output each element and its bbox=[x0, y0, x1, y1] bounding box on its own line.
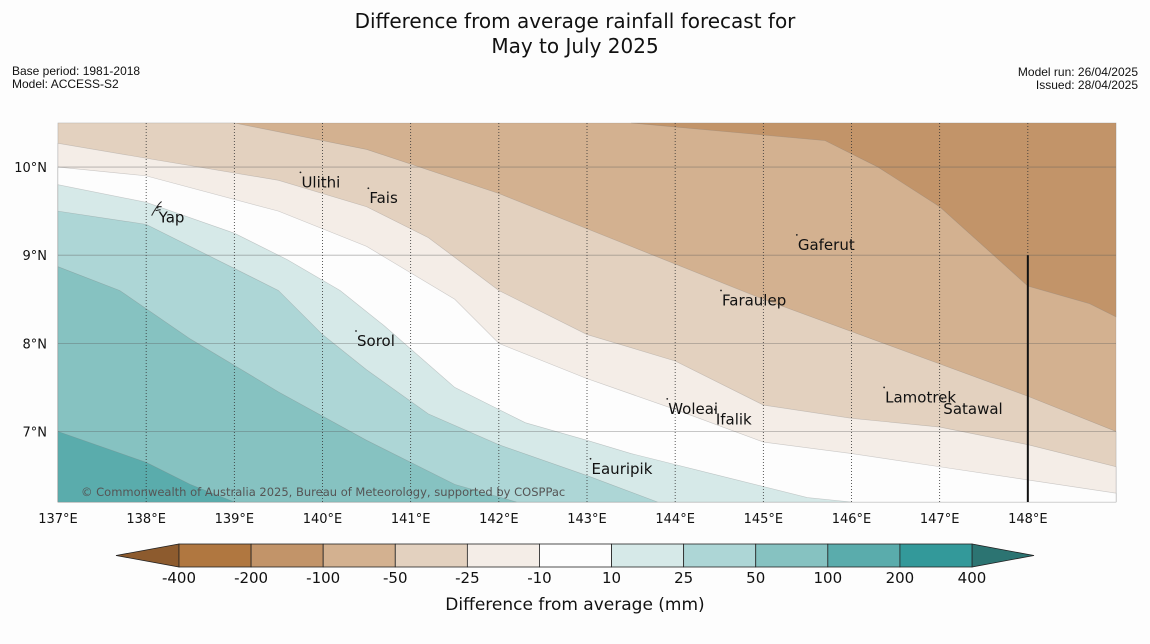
island-label: Woleai bbox=[668, 400, 718, 418]
longitude-tick-label: 138°E bbox=[126, 512, 166, 527]
colorbar-tick-label: 200 bbox=[886, 569, 915, 587]
colorbar-cell bbox=[250, 543, 324, 568]
longitude-tick-label: 143°E bbox=[567, 512, 607, 527]
colorbar-tick-label: 100 bbox=[813, 569, 842, 587]
colorbar-tick-label: -50 bbox=[383, 569, 408, 587]
meta-left: Base period: 1981-2018 Model: ACCESS-S2 bbox=[12, 65, 140, 91]
latitude-tick-label: 9°N bbox=[23, 249, 48, 264]
colorbar-tick-label: 400 bbox=[958, 569, 987, 587]
colorbar-cell bbox=[394, 543, 468, 568]
island-label: Gaferut bbox=[798, 236, 855, 254]
island-marker bbox=[367, 187, 370, 190]
colorbar-tick-label: -100 bbox=[306, 569, 340, 587]
copyright-text: © Commonwealth of Australia 2025, Bureau… bbox=[81, 485, 565, 499]
island-marker bbox=[941, 397, 944, 400]
issued-text: Issued: 28/04/2025 bbox=[1035, 78, 1138, 92]
latitude-tick-label: 10°N bbox=[14, 161, 47, 176]
colorbar-cell bbox=[755, 543, 829, 568]
colorbar-tick-label: 10 bbox=[602, 569, 621, 587]
longitude-tick-label: 146°E bbox=[832, 512, 872, 527]
colorbar-cell bbox=[539, 543, 612, 568]
colorbar-cell bbox=[899, 543, 973, 568]
colorbar-cell bbox=[827, 543, 901, 568]
island-label: Ifalik bbox=[716, 410, 752, 428]
longitude-tick-label: 141°E bbox=[391, 512, 431, 527]
island-label: Lamotrek bbox=[885, 388, 956, 406]
longitude-tick-label: 148°E bbox=[1008, 512, 1048, 527]
colorbar-tick-label: -25 bbox=[455, 569, 480, 587]
contour-band-7 bbox=[57, 431, 235, 503]
latitude-tick-label: 8°N bbox=[23, 337, 48, 352]
model-text: Model: ACCESS-S2 bbox=[12, 77, 119, 91]
colorbar-tick-label: -10 bbox=[527, 569, 552, 587]
colorbar-cells bbox=[115, 543, 1035, 568]
island-marker bbox=[299, 171, 302, 174]
colorbar-cell bbox=[466, 543, 540, 568]
island-marker bbox=[795, 234, 798, 236]
colorbar-cell bbox=[611, 543, 685, 568]
island-marker bbox=[720, 289, 722, 292]
longitude-tick-label: 142°E bbox=[479, 512, 519, 527]
title-line-1: Difference from average rainfall forecas… bbox=[354, 9, 796, 33]
colorbar-tick-labels: -400 -200 -100 -50 -25 -10 10 25 50 100 200 400 bbox=[162, 569, 986, 587]
colorbar-extend-low bbox=[115, 543, 180, 568]
island-label: Ulithi bbox=[301, 173, 340, 191]
longitude-tick-label: 144°E bbox=[655, 512, 695, 527]
longitude-tick-label: 140°E bbox=[303, 512, 343, 527]
model-run-text: Model run: 26/04/2025 bbox=[1017, 65, 1138, 79]
base-period-text: Base period: 1981-2018 bbox=[12, 64, 141, 78]
colorbar-cell bbox=[683, 543, 757, 568]
colorbar-cell bbox=[322, 543, 396, 568]
longitude-tick-label: 137°E bbox=[38, 512, 78, 527]
island-label: Yap bbox=[158, 209, 185, 227]
island-label: Faraulep bbox=[722, 291, 786, 309]
title-line-2: May to July 2025 bbox=[491, 34, 659, 58]
island-marker bbox=[355, 330, 357, 332]
island-label: Satawal bbox=[943, 400, 1002, 418]
island-label: Eauripik bbox=[592, 460, 653, 478]
island-label: Fais bbox=[369, 189, 398, 207]
island-marker bbox=[589, 457, 592, 460]
page-title: Difference from average rainfall forecas… bbox=[0, 9, 1150, 59]
colorbar-tick-label: -400 bbox=[162, 569, 196, 587]
longitude-tick-label: 145°E bbox=[744, 512, 784, 527]
colorbar-cell bbox=[178, 543, 252, 568]
island-labels: Ulithi Fais Yap Gaferut Faraulep Sorol WoleaiI… bbox=[151, 171, 1003, 478]
island-marker bbox=[713, 408, 716, 411]
island-marker bbox=[666, 397, 669, 400]
latitude-tick-label: 7°N bbox=[23, 425, 48, 440]
island-label: Sorol bbox=[357, 332, 395, 350]
colorbar-extend-high bbox=[971, 543, 1035, 568]
colorbar-legend: -400 -200 -100 -50 -25 -10 10 25 50 100 200 400 Dif… bbox=[115, 543, 1035, 615]
graticule bbox=[58, 123, 1116, 502]
longitude-tick-labels: 137°E 138°E 139°E 140°E 141°E 142°E 143°E 144°E… bbox=[38, 512, 1047, 527]
colorbar-tick-label: 50 bbox=[746, 569, 765, 587]
latitude-tick-labels: 10°N 9°N 8°N 7°N bbox=[14, 161, 47, 440]
longitude-tick-label: 147°E bbox=[920, 512, 960, 527]
island-marker bbox=[883, 386, 886, 389]
colorbar-tick-label: 25 bbox=[674, 569, 693, 587]
yap-island-shape bbox=[151, 201, 162, 216]
colorbar-title: Difference from average (mm) bbox=[445, 595, 704, 615]
meta-right: Model run: 26/04/2025 Issued: 28/04/2025 bbox=[1018, 66, 1138, 92]
colorbar-tick-label: -200 bbox=[234, 569, 268, 587]
longitude-tick-label: 139°E bbox=[215, 512, 255, 527]
